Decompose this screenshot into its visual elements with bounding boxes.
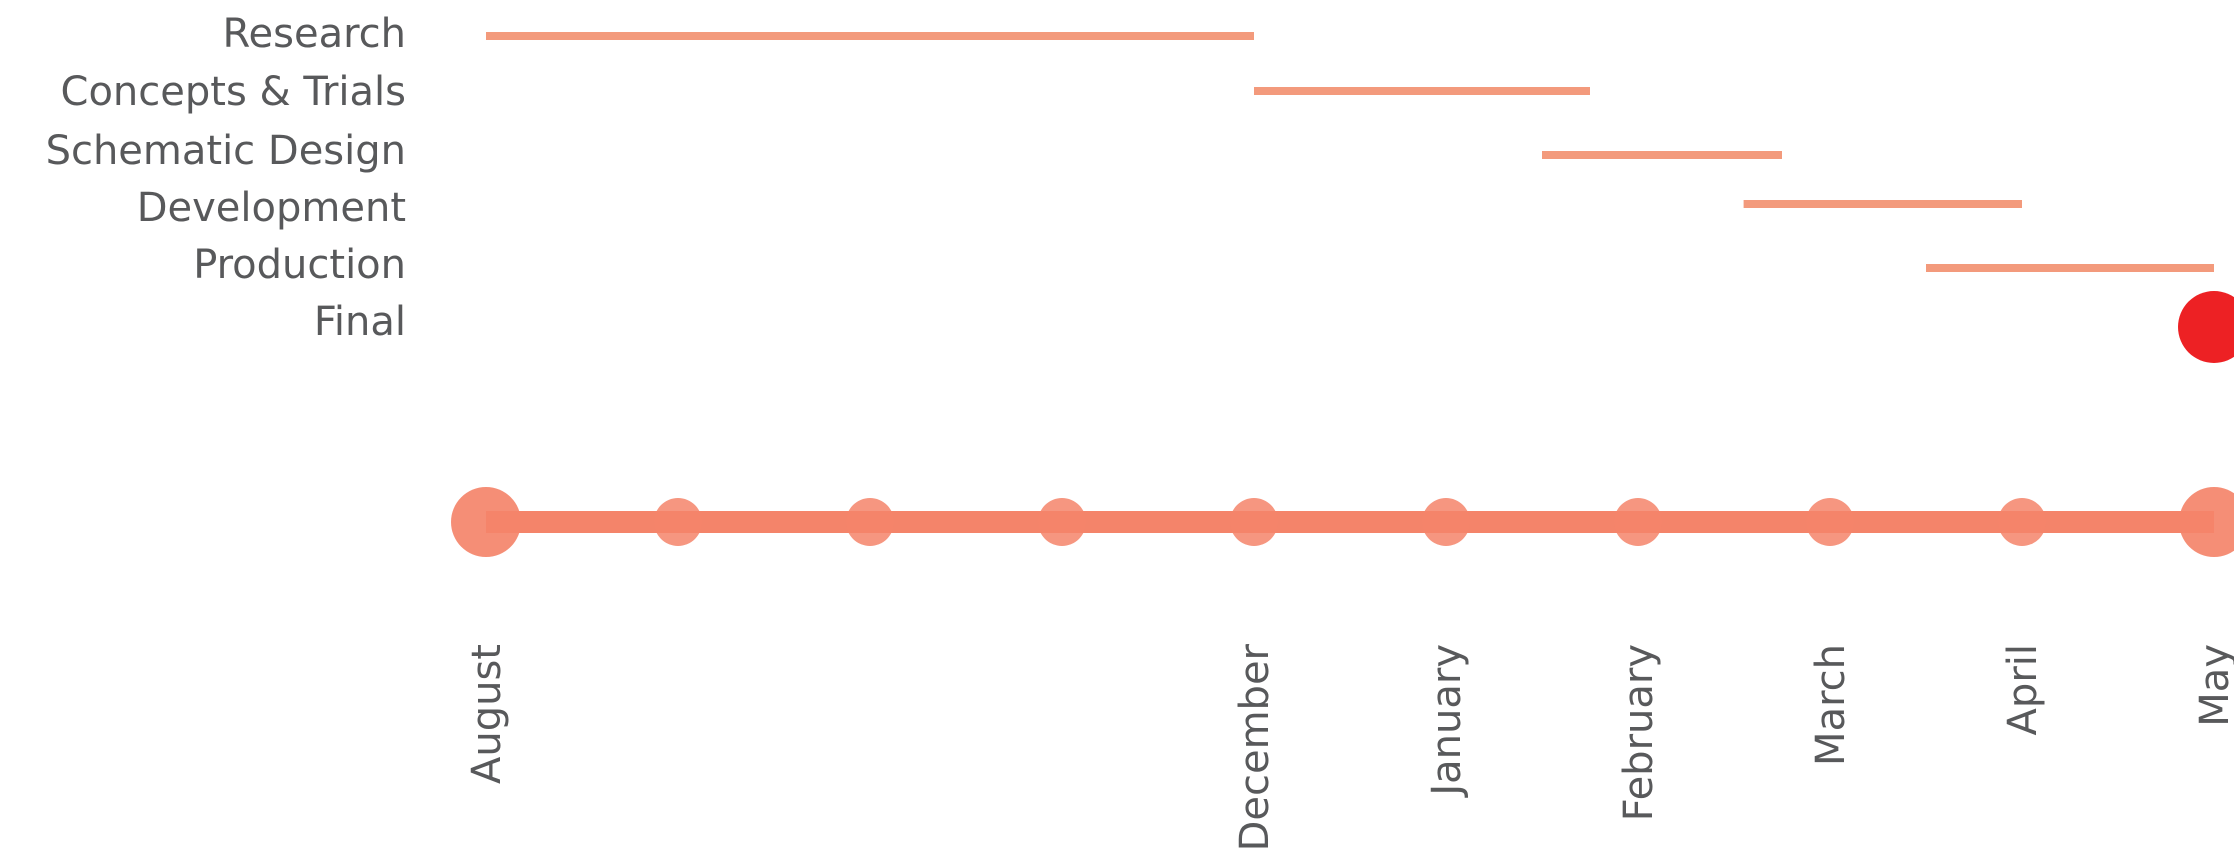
tick-dot [1614, 498, 1662, 546]
phase-label: Development [137, 185, 406, 231]
phase-label: Concepts & Trials [61, 69, 406, 115]
phase-label: Production [193, 242, 406, 288]
tick-dot [1422, 498, 1470, 546]
milestone-label: Final [314, 299, 406, 345]
tick-dot [2179, 487, 2234, 557]
month-label: February [1616, 644, 1662, 821]
month-label: April [2000, 644, 2046, 735]
tick-dots [451, 487, 2234, 557]
tick-dot [654, 498, 702, 546]
month-label: March [1808, 644, 1854, 766]
tick-dot [1230, 498, 1278, 546]
phase-label: Schematic Design [46, 128, 406, 174]
tick-dot [846, 498, 894, 546]
phase-bars [486, 32, 2214, 272]
tick-dot [1038, 498, 1086, 546]
phase-labels: Research Concepts & Trials Schematic Desig… [46, 11, 406, 345]
month-labels: August December January February March April M… [464, 643, 2234, 851]
month-label: August [464, 644, 510, 784]
tick-dot [1998, 498, 2046, 546]
tick-dot [451, 487, 521, 557]
tick-dot [1806, 498, 1854, 546]
month-label: May [2192, 644, 2234, 727]
month-label: January [1424, 644, 1470, 799]
phase-label: Research [223, 11, 406, 57]
month-label: December [1232, 643, 1278, 851]
milestone-marker [2178, 291, 2234, 363]
milestones [2178, 291, 2234, 363]
